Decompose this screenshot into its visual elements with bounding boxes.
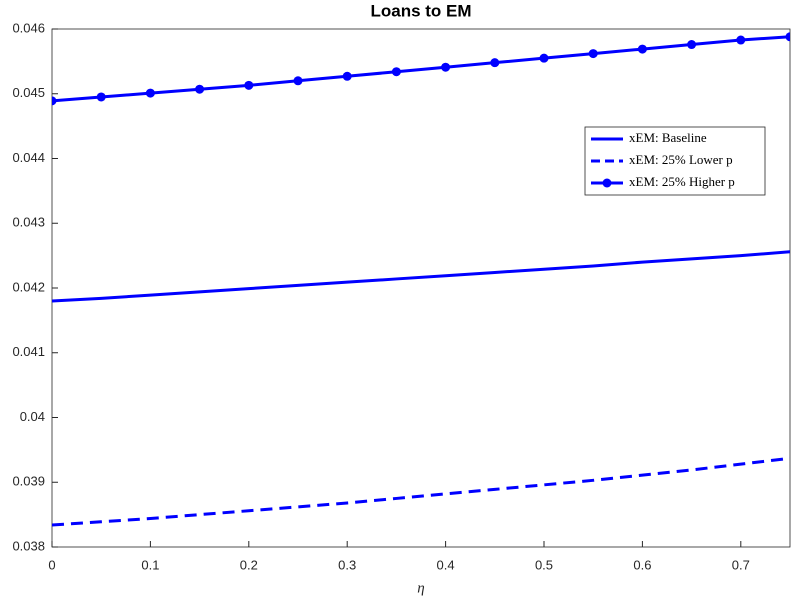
series-marker <box>736 35 746 45</box>
y-tick-label: 0.041 <box>12 344 45 359</box>
series-marker <box>490 58 500 68</box>
y-tick-label: 0.038 <box>12 538 45 553</box>
series-marker <box>52 96 57 106</box>
series-marker <box>785 32 790 42</box>
x-tick-label: 0.7 <box>732 557 750 572</box>
x-tick-label: 0.6 <box>633 557 651 572</box>
chart-title: Loans to EM <box>370 1 471 20</box>
y-tick-label: 0.046 <box>12 20 45 35</box>
series-marker <box>195 84 205 94</box>
legend-marker <box>602 178 612 188</box>
y-tick-label: 0.042 <box>12 279 45 294</box>
series-marker <box>391 67 401 77</box>
y-tick-label: 0.044 <box>12 150 45 165</box>
x-tick-label: 0.4 <box>437 557 455 572</box>
series-marker <box>244 80 254 90</box>
x-tick-label: 0.5 <box>535 557 553 572</box>
series-marker <box>293 76 303 86</box>
x-tick-label: 0.3 <box>338 557 356 572</box>
x-tick-label: 0 <box>48 557 55 572</box>
series-marker <box>637 44 647 54</box>
series-marker <box>588 49 598 59</box>
y-tick-label: 0.04 <box>20 409 45 424</box>
series-marker <box>96 92 106 102</box>
y-tick-label: 0.045 <box>12 85 45 100</box>
legend-label: xEM: 25% Lower p <box>629 152 733 167</box>
series-line <box>52 456 790 527</box>
series-line <box>52 35 790 103</box>
series-marker <box>539 53 549 63</box>
series-line <box>52 250 790 303</box>
legend-label: xEM: 25% Higher p <box>629 174 735 189</box>
y-tick-label: 0.043 <box>12 215 45 230</box>
series-marker <box>687 40 697 50</box>
series-group <box>52 32 790 527</box>
series-marker <box>441 62 451 72</box>
series-marker <box>342 71 352 81</box>
x-tick-label: 0.2 <box>240 557 258 572</box>
legend-label: xEM: Baseline <box>629 130 707 145</box>
y-tick-label: 0.039 <box>12 474 45 489</box>
legend: xEM: Baseline xEM: 25% Lower p xEM: 25% Hi… <box>584 126 766 196</box>
series-marker <box>145 88 155 98</box>
plot-area: 0.038 0.039 0.04 0.041 0.042 0.043 0.044 0.045 0… <box>12 20 791 572</box>
x-tick-label: 0.1 <box>141 557 159 572</box>
x-axis-label: η <box>417 580 424 596</box>
